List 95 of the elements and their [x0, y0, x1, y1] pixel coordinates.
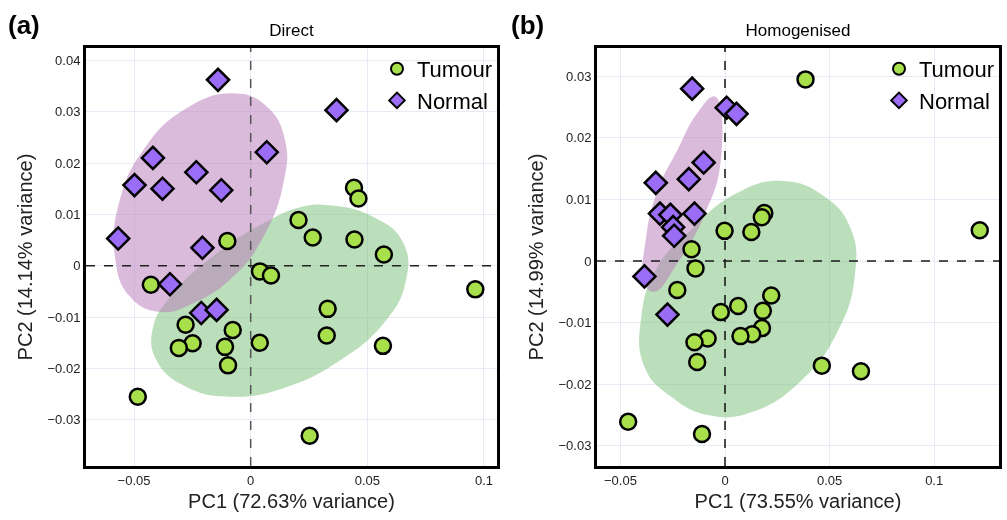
x-tick-label: 0.05: [354, 472, 380, 488]
point: [728, 296, 748, 316]
legend-label: Normal: [919, 88, 990, 114]
y-tick-label: −0.02: [558, 376, 592, 392]
point: [128, 387, 148, 406]
x-tick-label: 0: [247, 472, 255, 488]
y-tick-label: 0: [73, 258, 81, 274]
point: [632, 264, 657, 289]
y-tick-label: 0: [584, 253, 592, 269]
point: [318, 299, 337, 319]
point: [731, 326, 750, 346]
y-tick-label: 0.01: [55, 206, 81, 222]
chart-title: Homogenised: [745, 20, 851, 40]
point: [724, 101, 749, 127]
y-tick-label: 0.03: [566, 68, 592, 84]
point: [205, 67, 231, 93]
y-tick-label: −0.01: [558, 315, 592, 331]
y-tick-label: 0.03: [55, 104, 81, 120]
point: [122, 172, 147, 198]
point: [157, 271, 183, 297]
point: [618, 412, 638, 431]
point: [685, 333, 704, 352]
point: [668, 280, 687, 300]
point: [796, 70, 815, 89]
point: [150, 176, 175, 201]
x-tick-label: 0.05: [816, 472, 843, 488]
point: [190, 235, 215, 261]
point: [686, 259, 705, 278]
point: [141, 275, 161, 294]
x-tick-label: 0.1: [474, 472, 493, 488]
point: [218, 231, 237, 251]
x-axis-title: PC1 (73.55% variance): [694, 490, 902, 513]
point: [655, 302, 680, 327]
point: [223, 320, 242, 340]
point: [105, 226, 131, 251]
point: [661, 223, 687, 249]
chart-title: Direct: [269, 20, 314, 40]
point: [687, 352, 707, 372]
point: [692, 424, 712, 444]
point: [250, 333, 270, 352]
x-tick-label: −0.05: [117, 472, 151, 488]
point: [753, 301, 773, 321]
point: [643, 170, 669, 196]
point: [711, 302, 731, 322]
point: [261, 266, 281, 285]
point: [812, 356, 832, 375]
y-tick-label: 0.01: [566, 191, 592, 207]
point: [682, 240, 701, 259]
point: [208, 177, 234, 203]
point: [140, 145, 166, 171]
y-axis-title: PC2 (14.14% variance): [13, 153, 36, 361]
x-tick-label: −0.05: [603, 472, 637, 488]
point: [184, 159, 209, 185]
legend-label: Tumour: [919, 57, 994, 83]
legend-label: Normal: [417, 88, 488, 114]
point: [303, 228, 322, 247]
point: [300, 426, 319, 445]
point: [676, 166, 702, 192]
point: [349, 189, 368, 208]
point: [317, 326, 336, 345]
text: (a): [8, 10, 40, 40]
y-tick-label: −0.03: [47, 412, 81, 428]
y-tick-label: 0.02: [566, 130, 592, 146]
point: [715, 221, 734, 241]
point: [169, 338, 189, 358]
point: [761, 286, 781, 305]
point: [324, 97, 349, 123]
point: [374, 245, 394, 264]
point: [373, 336, 393, 356]
y-tick-label: −0.01: [47, 309, 81, 325]
point: [215, 337, 235, 357]
y-tick-label: 0.04: [55, 52, 81, 68]
text: (b): [511, 10, 545, 40]
y-tick-label: 0.02: [55, 155, 81, 171]
point: [851, 361, 871, 381]
point: [289, 210, 308, 230]
point: [742, 222, 761, 242]
point: [679, 76, 705, 101]
point: [970, 220, 990, 240]
y-tick-label: −0.03: [558, 438, 592, 454]
point: [204, 297, 229, 323]
point: [682, 201, 707, 226]
point: [691, 150, 716, 175]
point: [345, 230, 364, 249]
legend-label: Tumour: [417, 57, 492, 83]
y-tick-label: −0.02: [47, 360, 81, 376]
x-axis-title: PC1 (72.63% variance): [188, 490, 395, 513]
x-tick-label: 0: [721, 472, 729, 488]
x-tick-label: 0.1: [925, 472, 944, 488]
point: [176, 315, 195, 335]
point: [254, 139, 280, 165]
y-axis-title: PC2 (14.99% variance): [524, 153, 547, 361]
point: [752, 208, 772, 227]
point: [466, 280, 485, 299]
point: [218, 356, 238, 375]
